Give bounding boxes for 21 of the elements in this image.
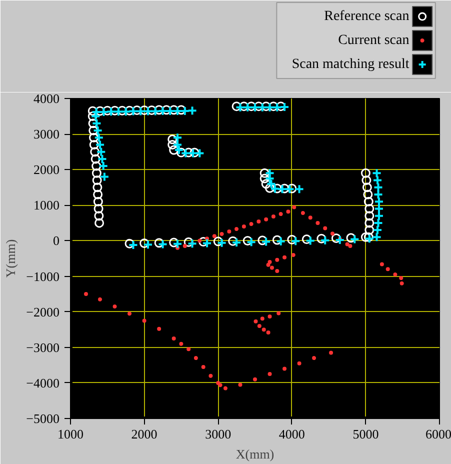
y-tick-label: 0 [53, 233, 60, 248]
y-tick-label: −2000 [26, 304, 60, 320]
x-tick-label: 5000 [352, 426, 379, 442]
y-tick-label: 4000 [34, 91, 60, 106]
x-tick-label: 2000 [131, 426, 158, 442]
legend-label: Scan matching result [292, 57, 410, 72]
x-tick-label: 1000 [58, 426, 84, 442]
y-tick-label: −5000 [26, 411, 60, 426]
x-tick-label: 3000 [205, 426, 232, 442]
x-tick-label: 4000 [278, 426, 305, 442]
y-tick-label: 3000 [34, 126, 60, 142]
legend-label: Current scan [338, 33, 410, 48]
x-tick-label: 6000 [426, 426, 451, 442]
y-tick-label: −4000 [26, 375, 60, 390]
y-axis-title: Y(mm) [3, 239, 18, 278]
x-axis-title: X(mm) [236, 446, 274, 462]
legend-label: Reference scan [324, 9, 410, 24]
y-tick-label: 2000 [34, 162, 60, 178]
y-tick-label: 1000 [34, 198, 60, 213]
y-tick-label: −1000 [26, 268, 60, 284]
y-tick-label: −3000 [26, 340, 60, 355]
